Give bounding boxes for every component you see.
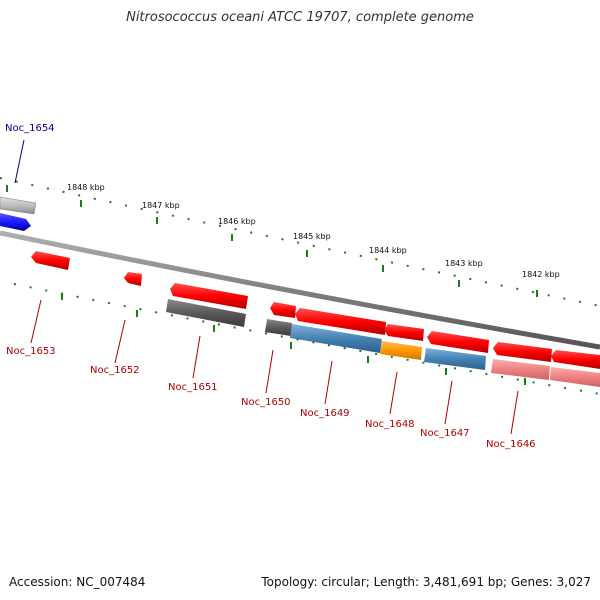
genome-backbone [0,230,600,350]
gene-block-noc-1648-red[interactable] [384,324,424,341]
tick-label-1848: 1848 kbp [67,183,105,192]
gene-label-noc-1646[interactable]: Noc_1646 [486,439,536,450]
gene-label-noc-1648[interactable]: Noc_1648 [365,419,415,430]
gene-block-noc-1650-red[interactable] [270,302,296,318]
gene-block-noc-1647-blue[interactable] [424,348,486,370]
gene-block-noc-1653[interactable] [31,251,70,270]
major-ticks [6,185,538,297]
gene-label-noc-1653[interactable]: Noc_1653 [6,346,56,357]
gene-block-noc-1650-gray[interactable] [265,319,292,336]
upper-tick-track [0,177,600,307]
gene-block-noc-1646-red[interactable] [493,342,552,362]
tick-label-1844: 1844 kbp [369,246,407,255]
accession-text: Accession: NC_007484 [9,575,146,589]
gene-label-noc-1650[interactable]: Noc_1650 [241,397,291,408]
tick-label-1845: 1845 kbp [293,232,331,241]
genome-summary-text: Topology: circular; Length: 3,481,691 bp… [261,575,591,589]
reverse-strand [31,251,600,387]
gene-label-noc-1654[interactable]: Noc_1654 [5,123,55,134]
gene-block-noc-1654[interactable] [0,213,31,231]
leader-lines [14,139,519,435]
gene-block-light-gray[interactable] [0,196,37,215]
gene-block-noc-1651-red[interactable] [170,283,248,309]
gene-block-noc-1649-red[interactable] [295,308,386,335]
lower-tick-track [13,283,600,395]
gene-block-noc-1647-red[interactable] [427,331,489,353]
gene-block-noc-1649-blue[interactable] [290,324,382,353]
map-title: Nitrosococcus oceani ATCC 19707, complet… [126,10,474,25]
forward-strand [0,196,37,231]
gene-label-noc-1649[interactable]: Noc_1649 [300,408,350,419]
gene-label-noc-1651[interactable]: Noc_1651 [168,382,218,393]
gene-block-noc-1646-pink[interactable] [491,359,550,380]
gene-label-noc-1652[interactable]: Noc_1652 [90,365,140,376]
gene-label-noc-1647[interactable]: Noc_1647 [420,428,470,439]
gene-block-right-red[interactable] [551,350,600,369]
gene-block-noc-1648-orange[interactable] [380,341,422,360]
tick-label-1843: 1843 kbp [445,259,483,268]
tick-label-1842: 1842 kbp [522,270,560,279]
gene-block-noc-1651-gray[interactable] [166,299,246,327]
gene-block-right-pink[interactable] [550,367,600,387]
gene-block-noc-1652[interactable] [124,272,142,286]
tick-label-1847: 1847 kbp [142,201,180,210]
tick-label-1846: 1846 kbp [218,217,256,226]
